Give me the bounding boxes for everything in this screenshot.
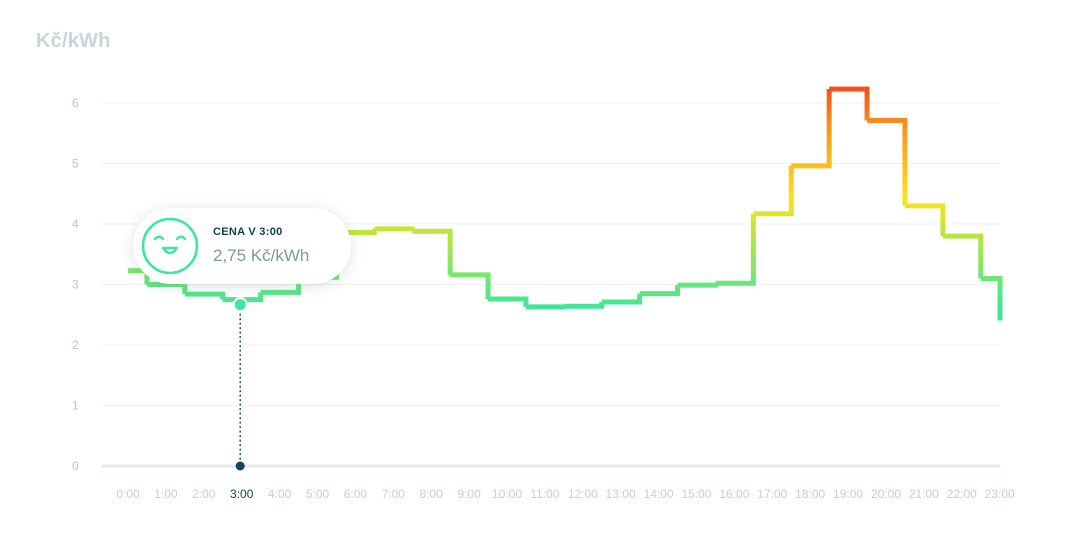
price-step-19-00[interactable] [829,86,870,121]
x-axis-ticks: 0:00 1:00 2:00 3:00 4:00 5:00 6:00 7:00 8:00 9:00… [116,487,1015,501]
price-step-12-00[interactable] [563,302,605,309]
x-tick-label-7-00: 7:00 [382,487,406,501]
x-tick-label-23-00: 23:00 [985,487,1015,501]
unit-label: Kč/kWh [36,30,111,52]
x-tick-label-8-00: 8:00 [420,487,444,501]
price-step-21-00[interactable] [904,203,946,237]
selected-axis-dot [235,461,245,471]
price-step-1-00[interactable] [146,282,188,295]
x-tick-label-13-00: 13:00 [606,487,636,501]
y-tick-label-3: 3 [72,278,79,292]
price-step-7-00[interactable] [374,226,415,232]
price-step-18-00[interactable] [791,89,832,169]
smiley-face-icon [141,217,199,275]
selected-point-marker[interactable] [232,297,248,313]
x-tick-label-22-00: 22:00 [947,487,977,501]
price-step-10-00[interactable] [488,296,529,307]
x-tick-label-17-00: 17:00 [757,487,787,501]
x-tick-label-5-00: 5:00 [306,487,330,501]
price-step-11-00[interactable] [525,304,567,310]
tooltip-value: 2,75 Kč/kWh [213,246,310,265]
y-tick-label-4: 4 [72,217,79,231]
price-step-16-00[interactable] [715,213,756,286]
x-tick-label-12-00: 12:00 [568,487,598,501]
price-step-23-00[interactable] [980,275,1003,321]
x-tick-label-21-00: 21:00 [909,487,939,501]
y-tick-label-6: 6 [72,96,79,110]
x-tick-label-18-00: 18:00 [795,487,825,501]
y-tick-label-1: 1 [72,399,79,413]
price-step-2-00[interactable] [184,291,226,300]
x-tick-label-4-00: 4:00 [268,487,292,501]
tooltip-title: CENA V 3:00 [213,226,283,238]
series-layer [128,86,1003,321]
y-tick-label-5: 5 [72,157,79,171]
marker-layer [232,297,248,471]
price-step-9-00[interactable] [450,272,491,300]
x-tick-label-10-00: 10:00 [492,487,522,501]
price-step-8-00[interactable] [412,228,453,275]
x-tick-label-14-00: 14:00 [644,487,674,501]
x-tick-label-3-00: 3:00 [230,487,254,501]
x-tick-label-1-00: 1:00 [154,487,178,501]
x-tick-label-9-00: 9:00 [457,487,481,501]
price-step-20-00[interactable] [867,118,908,206]
x-tick-label-0-00: 0:00 [116,487,140,501]
x-tick-label-6-00: 6:00 [344,487,368,501]
x-tick-label-15-00: 15:00 [681,487,711,501]
y-tick-label-0: 0 [72,459,79,473]
y-tick-label-2: 2 [72,338,79,352]
price-step-17-00[interactable] [753,165,794,217]
grid-layer [102,102,1000,468]
price-step-14-00[interactable] [639,285,681,297]
x-tick-label-16-00: 16:00 [719,487,749,501]
price-step-22-00[interactable] [942,233,984,279]
x-tick-label-2-00: 2:00 [192,487,216,501]
price-step-15-00[interactable] [677,282,718,288]
x-tick-label-20-00: 20:00 [871,487,901,501]
x-tick-label-19-00: 19:00 [833,487,863,501]
price-tooltip: CENA V 3:00 2,75 Kč/kWh [133,208,351,284]
price-step-13-00[interactable] [601,293,643,305]
y-axis-ticks: 0 1 2 3 4 5 6 [72,96,79,473]
x-tick-label-11-00: 11:00 [530,487,559,501]
